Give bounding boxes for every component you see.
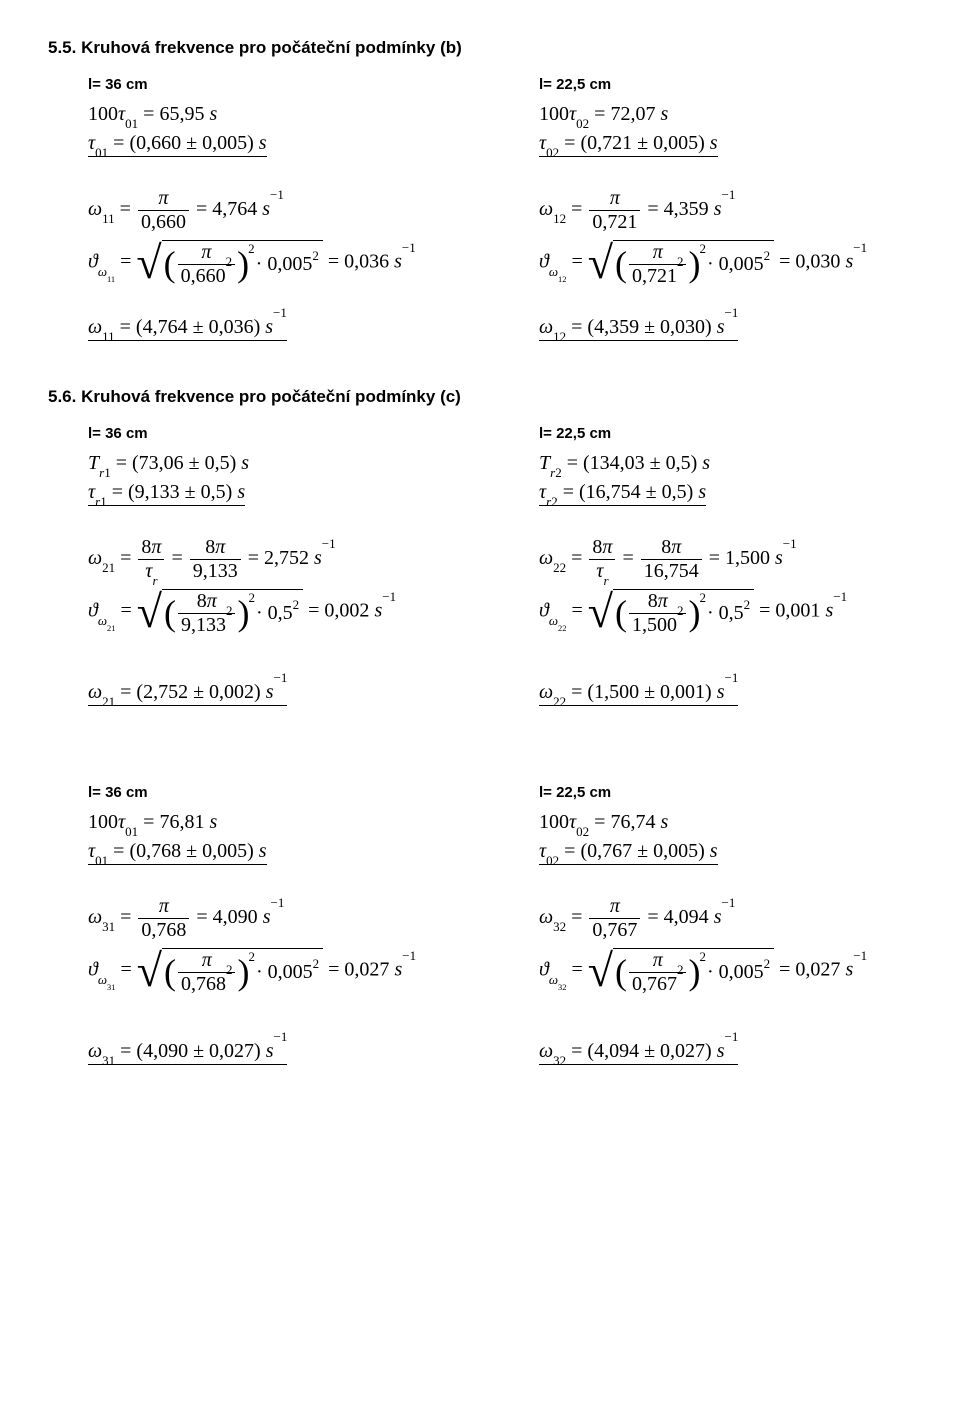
eq: ω11 = (4,764 ± 0,036) s−1 bbox=[88, 316, 469, 341]
eq: ω31 = (4,090 ± 0,027) s−1 bbox=[88, 1040, 469, 1065]
eq: ϑω31 = √ (π0,7682)2 · 0,0052 = 0,027 s−1 bbox=[88, 948, 469, 994]
eq: ϑω21 = √ (8π9,1332)2 · 0,52 = 0,002 s−1 bbox=[88, 589, 469, 635]
eq: ω12 = π0,721 = 4,359 s−1 bbox=[539, 187, 920, 234]
eq: 100τ01 = 65,95 s bbox=[88, 103, 469, 126]
eq: τ01 = (0,660 ± 0,005) s bbox=[88, 132, 469, 157]
eq: ω31 = π0,768 = 4,090 s−1 bbox=[88, 895, 469, 942]
eq: Tr1 = (73,06 ± 0,5) s bbox=[88, 452, 469, 475]
eq: ω32 = π0,767 = 4,094 s−1 bbox=[539, 895, 920, 942]
eq: ω11 = π0,660 = 4,764 s−1 bbox=[88, 187, 469, 234]
section-56-block1: l= 36 cm Tr1 = (73,06 ± 0,5) s τr1 = (9,… bbox=[48, 421, 920, 712]
eq: 100τ02 = 76,74 s bbox=[539, 811, 920, 834]
col-right-55: l= 22,5 cm 100τ02 = 72,07 s τ02 = (0,721… bbox=[499, 72, 920, 347]
eq: ϑω22 = √ (8π1,5002)2 · 0,52 = 0,001 s−1 bbox=[539, 589, 920, 635]
col-right-56a: l= 22,5 cm Tr2 = (134,03 ± 0,5) s τr2 = … bbox=[499, 421, 920, 712]
eq: τ01 = (0,768 ± 0,005) s bbox=[88, 840, 469, 865]
section-title-55: 5.5. Kruhová frekvence pro počáteční pod… bbox=[48, 38, 920, 58]
section-55-columns: l= 36 cm 100τ01 = 65,95 s τ01 = (0,660 ±… bbox=[48, 72, 920, 347]
eq: ϑω11 = √ (π0,6602)2 · 0,0052 = 0,036 s−1 bbox=[88, 240, 469, 286]
col-left-56a: l= 36 cm Tr1 = (73,06 ± 0,5) s τr1 = (9,… bbox=[48, 421, 469, 712]
eq: τr1 = (9,133 ± 0,5) s bbox=[88, 481, 469, 506]
eq: ω22 = (1,500 ± 0,001) s−1 bbox=[539, 681, 920, 706]
eq: τr2 = (16,754 ± 0,5) s bbox=[539, 481, 920, 506]
col-head: l= 22,5 cm bbox=[539, 425, 920, 442]
eq: ϑω12 = √ (π0,7212)2 · 0,0052 = 0,030 s−1 bbox=[539, 240, 920, 286]
col-left-55: l= 36 cm 100τ01 = 65,95 s τ01 = (0,660 ±… bbox=[48, 72, 469, 347]
section-56-block2: l= 36 cm 100τ01 = 76,81 s τ01 = (0,768 ±… bbox=[48, 780, 920, 1071]
eq: τ02 = (0,721 ± 0,005) s bbox=[539, 132, 920, 157]
eq: Tr2 = (134,03 ± 0,5) s bbox=[539, 452, 920, 475]
col-head: l= 36 cm bbox=[88, 784, 469, 801]
eq: ω21 = (2,752 ± 0,002) s−1 bbox=[88, 681, 469, 706]
eq: τ02 = (0,767 ± 0,005) s bbox=[539, 840, 920, 865]
eq: ϑω32 = √ (π0,7672)2 · 0,0052 = 0,027 s−1 bbox=[539, 948, 920, 994]
col-left-56b: l= 36 cm 100τ01 = 76,81 s τ01 = (0,768 ±… bbox=[48, 780, 469, 1071]
col-head: l= 36 cm bbox=[88, 76, 469, 93]
eq: 100τ01 = 76,81 s bbox=[88, 811, 469, 834]
eq: 100τ02 = 72,07 s bbox=[539, 103, 920, 126]
section-title-56: 5.6. Kruhová frekvence pro počáteční pod… bbox=[48, 387, 920, 407]
eq: ω32 = (4,094 ± 0,027) s−1 bbox=[539, 1040, 920, 1065]
eq: ω12 = (4,359 ± 0,030) s−1 bbox=[539, 316, 920, 341]
col-right-56b: l= 22,5 cm 100τ02 = 76,74 s τ02 = (0,767… bbox=[499, 780, 920, 1071]
col-head: l= 22,5 cm bbox=[539, 784, 920, 801]
col-head: l= 36 cm bbox=[88, 425, 469, 442]
eq: ω22 = 8πτr = 8π16,754 = 1,500 s−1 bbox=[539, 536, 920, 583]
col-head: l= 22,5 cm bbox=[539, 76, 920, 93]
eq: ω21 = 8πτr = 8π9,133 = 2,752 s−1 bbox=[88, 536, 469, 583]
